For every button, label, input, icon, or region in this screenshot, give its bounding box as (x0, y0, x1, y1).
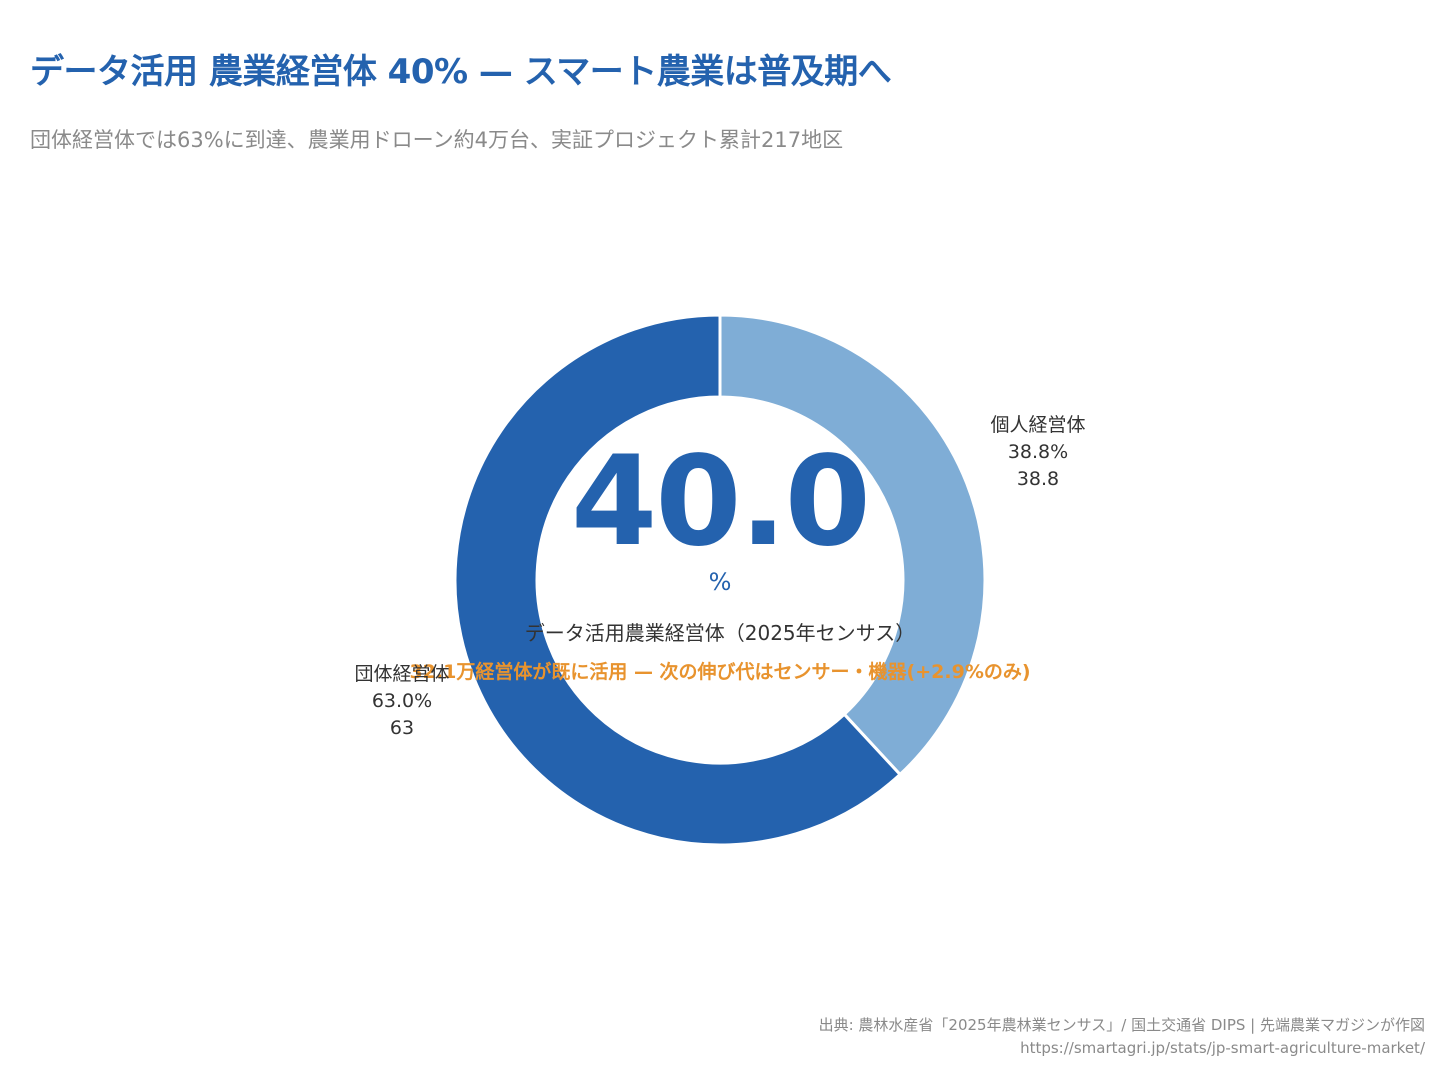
slice-label-name: 個人経営体 (990, 414, 1086, 436)
slice-label-value: 63 (389, 717, 415, 739)
center-label: データ活用農業経営体（2025年センサス） (524, 621, 916, 645)
slice-label-group: 団体経営体 63.0% 63 (302, 661, 502, 742)
center-value: 40.0 (571, 430, 871, 574)
slice-label-percent: 38.8% (1007, 441, 1069, 463)
source-url: https://smartagri.jp/stats/jp-smart-agri… (1020, 1039, 1425, 1057)
slice-label-percent: 63.0% (371, 690, 433, 712)
chart-title: データ活用 農業経営体 40% — スマート農業は普及期へ (30, 52, 892, 92)
slice-label-name: 団体経営体 (354, 663, 450, 685)
donut-slice-group (453, 313, 903, 847)
slice-label-value: 38.8 (1016, 468, 1060, 490)
source-note: 出典: 農林水産省「2025年農林業センサス」/ 国土交通省 DIPS | 先端… (818, 1016, 1425, 1034)
donut-slice-individual (718, 313, 987, 777)
chart-subtitle: 団体経営体では63%に到達、農業用ドローン約4万台、実証プロジェクト累計217地… (30, 128, 844, 152)
slice-label-individual: 個人経営体 38.8% 38.8 (938, 412, 1138, 493)
center-unit: % (708, 568, 732, 596)
center-note: 32.1万経営体が既に活用 — 次の伸び代はセンサー・機器(+2.9%のみ) (409, 661, 1031, 683)
